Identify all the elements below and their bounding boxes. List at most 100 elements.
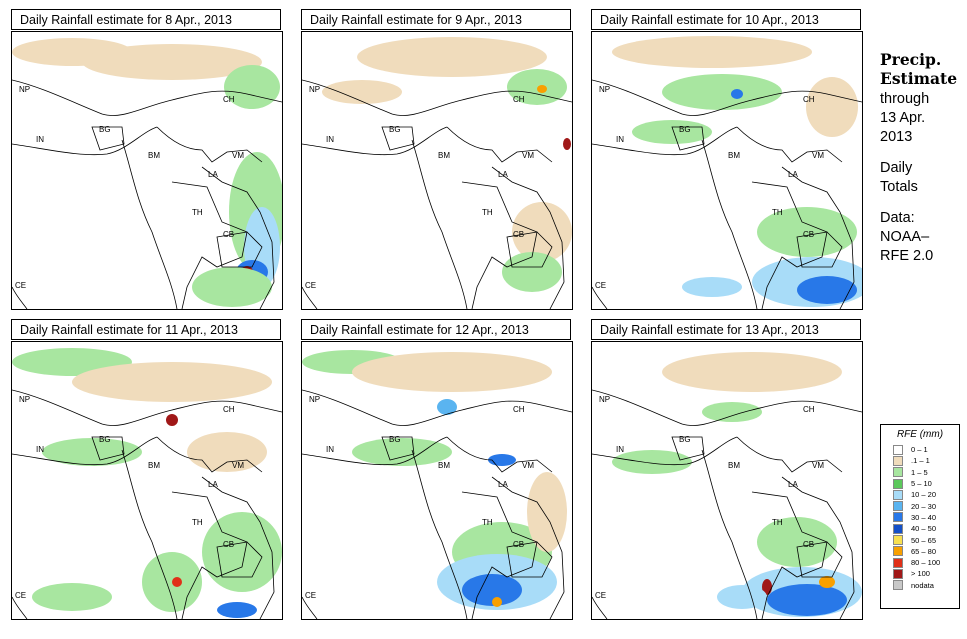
- legend-item: 50 – 65: [893, 534, 959, 546]
- border-line: [12, 126, 158, 156]
- legend-swatch: [893, 580, 903, 591]
- country-label: CH: [513, 95, 525, 104]
- map-svg: NP CH IN BG BM VM LA TH CB CE: [12, 348, 282, 619]
- map-svg: NP CH IN BG BM VM LA TH CB CE: [592, 352, 862, 619]
- map-svg: NP CH IN BG BM VM LA TH CB CE: [12, 38, 282, 309]
- map-panel-3: NP CH IN BG BM VM LA TH CB CE: [591, 31, 863, 310]
- legend-item: nodata: [893, 580, 959, 591]
- rain-area: [192, 267, 272, 307]
- rain-area: [563, 138, 571, 150]
- country-label: TH: [482, 208, 493, 217]
- rain-area: [82, 44, 262, 80]
- legend-swatch: [893, 557, 903, 568]
- country-label: BM: [438, 151, 450, 160]
- country-label: LA: [208, 170, 218, 179]
- map-svg: NP CH IN BG BM VM LA TH CB CE: [302, 37, 572, 309]
- country-label: BG: [679, 125, 691, 134]
- country-label: TH: [482, 518, 493, 527]
- country-label: TH: [192, 208, 203, 217]
- border-line: [671, 436, 705, 461]
- rain-area: [492, 597, 502, 607]
- rain-area: [702, 402, 762, 422]
- country-label: IN: [36, 135, 44, 144]
- country-label: CH: [803, 95, 815, 104]
- border-line: [121, 449, 178, 619]
- border-line: [446, 126, 553, 163]
- rain-area: [757, 517, 837, 567]
- legend-item: 80 – 100: [893, 557, 959, 568]
- rain-area: [166, 414, 178, 426]
- map-panel-4: NP CH IN BG BM VM LA TH CB CE: [11, 341, 283, 620]
- country-label: CH: [803, 405, 815, 414]
- border-line: [592, 79, 862, 116]
- legend-label: 1 – 5: [911, 467, 928, 477]
- legend-label: 65 – 80: [911, 546, 937, 556]
- border-line: [216, 541, 263, 578]
- border-line: [781, 476, 855, 619]
- country-label: LA: [498, 170, 508, 179]
- country-label: CB: [803, 230, 814, 239]
- country-label: CH: [513, 405, 525, 414]
- legend-label: 30 – 40: [911, 512, 937, 522]
- country-label: VM: [232, 151, 244, 160]
- border-line: [751, 491, 828, 619]
- rain-area: [357, 37, 547, 77]
- rain-area: [662, 74, 782, 110]
- country-label: CE: [305, 281, 316, 290]
- border-line: [12, 436, 158, 466]
- panel-title-5: Daily Rainfall estimate for 12 Apr., 201…: [301, 319, 571, 340]
- legend-swatch: [893, 501, 903, 512]
- country-label: CE: [595, 281, 606, 290]
- rain-area: [507, 69, 567, 105]
- rain-area: [172, 577, 182, 587]
- country-label: TH: [772, 208, 783, 217]
- border-line: [411, 449, 468, 619]
- border-line: [701, 449, 758, 619]
- legend-item: 10 – 20: [893, 489, 959, 500]
- country-label: CB: [513, 540, 524, 549]
- country-label: NP: [19, 85, 30, 94]
- legend-swatch: [893, 568, 903, 579]
- country-label: CB: [223, 230, 234, 239]
- border-line: [491, 166, 565, 309]
- border-line: [736, 436, 843, 473]
- country-label: CB: [513, 230, 524, 239]
- legend-label: > 100: [911, 569, 930, 579]
- legend-item: 40 – 50: [893, 523, 959, 534]
- border-line: [796, 541, 843, 578]
- border-line: [201, 476, 275, 619]
- border-line: [461, 181, 538, 309]
- border-line: [12, 79, 282, 116]
- border-line: [91, 126, 125, 151]
- border-line: [381, 126, 415, 151]
- country-label: IN: [326, 135, 334, 144]
- rain-area: [462, 574, 522, 606]
- rain-area: [632, 120, 712, 144]
- legend-label: 20 – 30: [911, 501, 937, 511]
- rain-area: [322, 80, 402, 104]
- border-line: [461, 491, 538, 619]
- country-label: NP: [599, 395, 610, 404]
- rain-area: [72, 362, 272, 402]
- legend-swatch: [893, 478, 903, 489]
- country-label: BM: [728, 461, 740, 470]
- border-line: [302, 596, 318, 619]
- country-label: LA: [498, 480, 508, 489]
- border-line: [592, 596, 608, 619]
- caption-date-line1: 13 Apr.: [880, 110, 926, 126]
- border-line: [592, 389, 862, 426]
- rain-area: [502, 252, 562, 292]
- country-label: BM: [148, 461, 160, 470]
- legend-item: .1 – 1: [893, 455, 959, 466]
- country-label: TH: [772, 518, 783, 527]
- legend-item: 5 – 10: [893, 478, 959, 489]
- country-label: BG: [99, 435, 111, 444]
- legend-label: .1 – 1: [911, 456, 930, 466]
- legend-item: 30 – 40: [893, 512, 959, 523]
- rain-area: [806, 77, 858, 137]
- rain-area: [757, 207, 857, 257]
- border-line: [302, 126, 448, 156]
- caption-date-line2: 2013: [880, 129, 913, 145]
